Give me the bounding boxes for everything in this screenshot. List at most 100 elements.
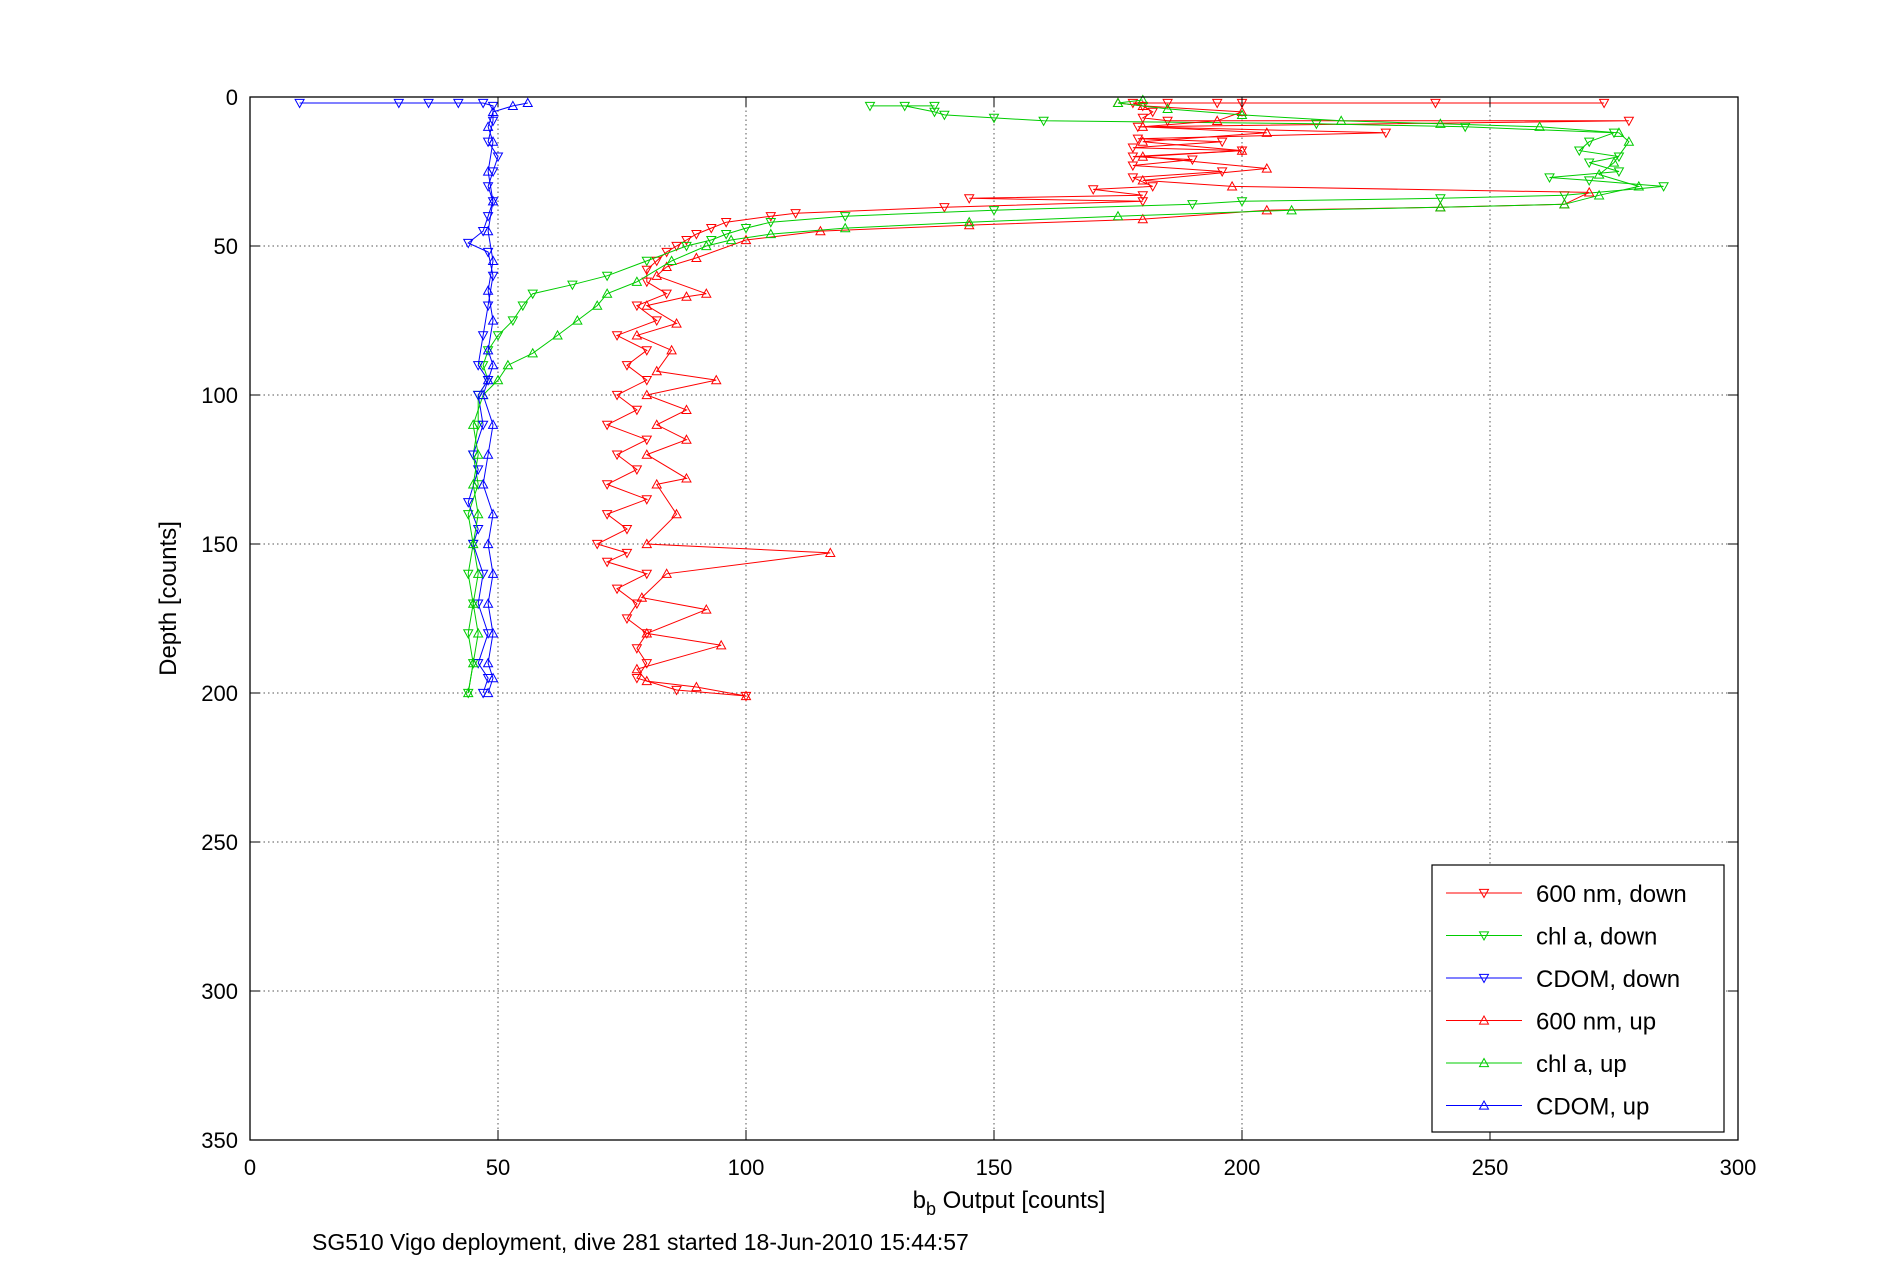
data-point: [1162, 116, 1173, 127]
legend-marker: [1478, 973, 1490, 984]
data-point: [487, 101, 499, 112]
data-point: [482, 165, 494, 176]
legend-marker: [1478, 1099, 1490, 1110]
data-point: [641, 277, 653, 288]
x-tick-label: 50: [486, 1155, 510, 1180]
y-tick-label: 200: [201, 681, 238, 706]
data-point: [671, 317, 682, 328]
data-point: [631, 599, 643, 610]
data-point: [1137, 136, 1149, 146]
data-point: [1430, 98, 1441, 109]
data-point: [1435, 118, 1446, 128]
data-point: [601, 288, 613, 298]
data-point: [700, 604, 712, 614]
x-tick-label: 250: [1472, 1155, 1509, 1180]
data-point: [472, 568, 484, 578]
series-line: [467, 105, 1664, 694]
data-point: [1335, 115, 1347, 125]
data-point: [681, 434, 692, 444]
data-point: [1593, 189, 1605, 200]
data-point: [988, 113, 1000, 124]
data-point: [1544, 173, 1555, 183]
data-point: [651, 478, 663, 489]
y-tick-label: 250: [201, 830, 238, 855]
data-point: [691, 229, 702, 240]
data-point: [621, 614, 633, 625]
data-point: [601, 271, 613, 282]
data-point: [1459, 122, 1471, 133]
data-point: [477, 331, 489, 341]
data-point: [1038, 116, 1049, 127]
data-point: [641, 300, 653, 310]
data-point: [492, 374, 504, 385]
data-point: [482, 285, 494, 295]
data-point: [1137, 113, 1149, 124]
data-point: [963, 194, 975, 204]
legend-label: 600 nm, up: [1536, 1009, 1656, 1036]
data-point: [1598, 98, 1610, 109]
data-point: [487, 359, 499, 370]
data-point: [631, 663, 643, 674]
data-point: [1534, 121, 1545, 131]
data-point: [671, 508, 682, 519]
data-point: [1187, 200, 1198, 210]
data-point: [705, 224, 717, 234]
data-point: [1127, 143, 1139, 154]
data-point: [621, 548, 633, 559]
data-point: [1127, 152, 1139, 163]
data-point: [725, 234, 737, 245]
data-point: [482, 121, 494, 131]
data-point: [452, 98, 464, 109]
data-point: [710, 374, 722, 385]
data-point: [482, 344, 494, 355]
data-point: [1226, 180, 1238, 191]
legend-label: 600 nm, down: [1536, 881, 1687, 908]
data-point: [467, 538, 479, 549]
data-point: [700, 240, 712, 251]
data-point: [740, 224, 752, 234]
data-point: [641, 256, 653, 267]
data-point: [1087, 185, 1099, 195]
data-point: [641, 659, 653, 669]
data-point: [507, 100, 519, 111]
x-tick-label: 100: [728, 1155, 765, 1180]
legend-marker: [1478, 1057, 1490, 1068]
y-axis-label: Depth [counts]: [155, 521, 182, 676]
data-point: [482, 374, 494, 385]
data-point: [492, 331, 504, 341]
data-point: [963, 219, 975, 230]
y-tick-label: 50: [214, 234, 238, 259]
data-point: [482, 598, 494, 608]
data-point: [1187, 155, 1198, 166]
data-point: [611, 450, 623, 461]
data-point: [899, 101, 911, 112]
data-point: [487, 419, 499, 429]
series-line: [482, 102, 528, 694]
data-point: [631, 674, 643, 684]
data-point: [1593, 168, 1605, 179]
data-point: [462, 687, 474, 698]
data-point: [1137, 94, 1149, 105]
data-point: [1435, 201, 1446, 212]
data-point: [681, 241, 692, 252]
data-point: [641, 675, 653, 686]
data-point: [939, 110, 950, 121]
data-point: [631, 465, 643, 476]
data-point: [591, 300, 603, 310]
data-point: [462, 498, 474, 508]
series-4: [462, 94, 1645, 698]
data-point: [1380, 128, 1392, 139]
data-point: [482, 538, 494, 549]
data-point: [601, 480, 613, 490]
data-point: [661, 289, 672, 300]
data-point: [740, 690, 752, 701]
data-point: [631, 405, 643, 416]
data-point: [1112, 210, 1124, 221]
data-point: [477, 478, 489, 489]
data-point: [482, 247, 494, 258]
data-point: [462, 629, 474, 639]
data-point: [631, 276, 643, 286]
data-point: [839, 222, 851, 233]
y-tick-label: 0: [226, 85, 238, 110]
data-point: [621, 525, 633, 535]
